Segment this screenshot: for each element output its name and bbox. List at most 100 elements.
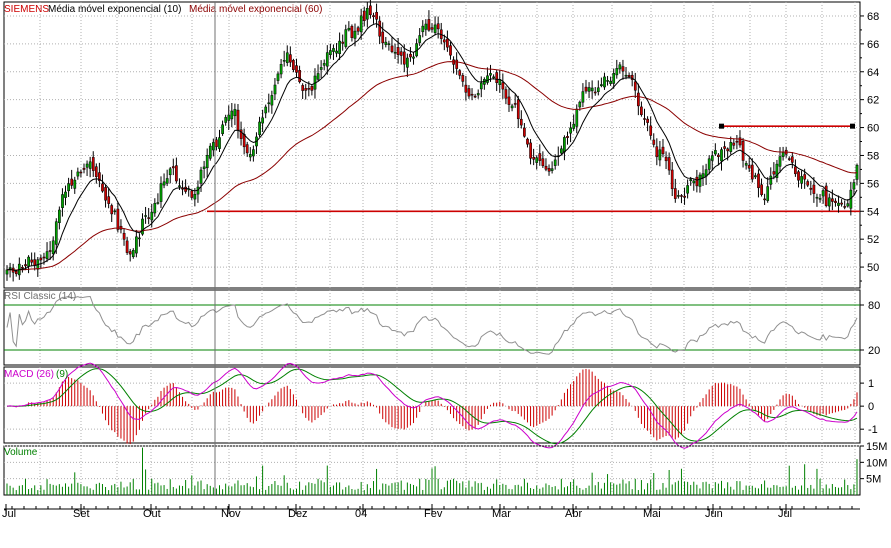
price-panel: 50 52 54 56 58 60 62 64 66 68 — [3, 0, 879, 289]
candle — [486, 75, 489, 83]
candle — [544, 165, 548, 170]
candle — [560, 148, 563, 154]
candle — [686, 185, 689, 194]
candle — [144, 215, 147, 217]
candle — [116, 208, 120, 230]
candle — [809, 187, 813, 190]
candle — [806, 181, 810, 186]
candle — [670, 169, 674, 190]
candle — [393, 51, 397, 54]
month-tick-label: Mai — [643, 508, 661, 520]
candle — [156, 202, 160, 204]
candle — [5, 269, 9, 275]
candle — [778, 156, 782, 167]
candle — [171, 166, 175, 169]
candle — [107, 196, 111, 204]
candle — [797, 171, 800, 181]
candle — [643, 118, 646, 120]
candle — [230, 110, 234, 120]
candle — [600, 84, 603, 87]
candle — [304, 88, 308, 91]
candle — [14, 270, 18, 275]
candle — [54, 221, 58, 245]
candle — [677, 195, 680, 197]
candle — [673, 188, 677, 199]
candle — [470, 93, 474, 96]
candle — [683, 195, 686, 198]
candle — [843, 206, 847, 208]
candle — [775, 163, 779, 178]
candle — [596, 87, 600, 92]
candle — [94, 166, 98, 177]
month-tick-label: 04 — [355, 508, 367, 520]
month-tick-label: Mar — [492, 508, 511, 520]
ema-long-legend: Média móvel exponencial (60) — [189, 4, 322, 15]
volume-panel: 5M 10M 15M — [3, 441, 887, 496]
candle — [344, 29, 348, 47]
candle — [64, 191, 67, 198]
candle — [212, 142, 215, 151]
candle — [593, 91, 597, 94]
candle — [661, 146, 665, 155]
candle — [245, 144, 249, 154]
candle — [168, 168, 172, 176]
candle — [215, 139, 218, 147]
candle — [680, 195, 683, 197]
candle — [85, 163, 89, 168]
candle — [104, 187, 107, 201]
price-tick-label: 62 — [867, 95, 879, 107]
candle — [122, 232, 126, 240]
candle — [701, 173, 705, 178]
candle — [338, 40, 341, 54]
candle — [794, 166, 797, 175]
candle — [113, 210, 117, 213]
candle — [609, 80, 612, 84]
candle — [406, 57, 409, 68]
candle — [267, 102, 271, 105]
candle — [436, 23, 440, 30]
candle — [667, 157, 671, 171]
candle — [236, 109, 240, 131]
candle — [489, 73, 492, 76]
candle — [461, 75, 465, 82]
candle — [218, 137, 221, 149]
candle — [279, 64, 283, 75]
candle — [658, 149, 662, 161]
candle — [821, 190, 825, 197]
candle — [307, 88, 311, 90]
candle — [627, 75, 631, 77]
candle — [341, 41, 345, 44]
candle — [399, 51, 403, 56]
candle — [578, 101, 582, 108]
candle — [110, 205, 114, 215]
candle — [581, 91, 585, 103]
x-axis: Jul Set Out Nov Dez 04 Fev Mar Abr Mai Jun Jul — [2, 504, 860, 520]
resistance-handle-left[interactable] — [719, 123, 724, 129]
candle — [695, 176, 699, 187]
candle — [310, 86, 314, 91]
candle — [492, 76, 495, 79]
candle — [603, 76, 606, 88]
candle — [67, 183, 70, 192]
candle — [726, 148, 730, 152]
candle — [248, 154, 252, 158]
candle — [424, 23, 428, 30]
candle — [138, 237, 141, 240]
candle — [147, 217, 151, 219]
candle — [587, 87, 591, 92]
candle — [507, 96, 511, 105]
candle — [135, 236, 138, 254]
candle — [760, 184, 763, 195]
candle — [98, 172, 101, 181]
candle — [458, 70, 462, 76]
resistance-handle-right[interactable] — [850, 123, 855, 129]
candle — [831, 198, 834, 202]
rsi-title: RSI Classic (14) — [4, 291, 76, 302]
candle — [264, 106, 268, 114]
month-tick-label: Abr — [565, 508, 582, 520]
candle — [790, 156, 794, 163]
candle — [101, 183, 104, 192]
candle — [563, 137, 566, 153]
